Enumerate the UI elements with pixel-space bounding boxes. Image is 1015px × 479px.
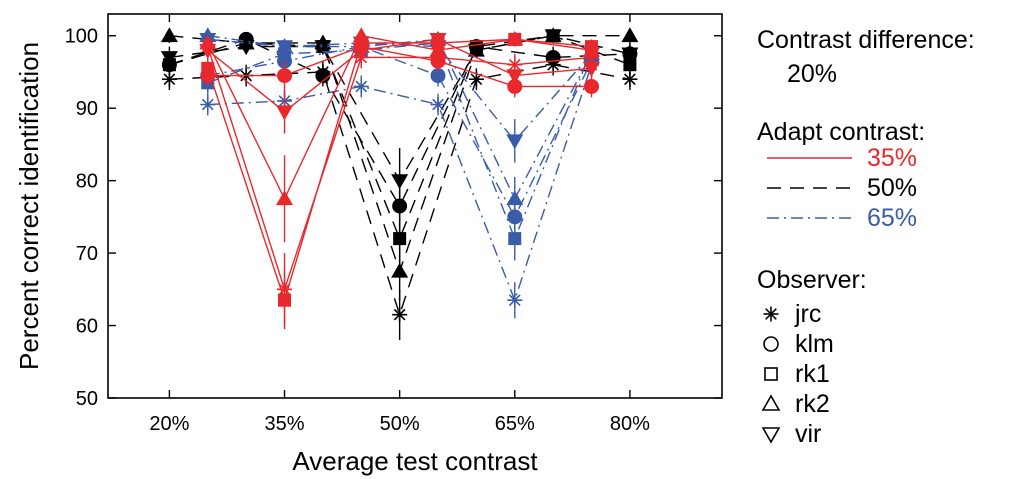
series-line — [207, 45, 592, 88]
legend-contrast-difference-title: Contrast difference: — [757, 26, 975, 54]
legend-adapt-label-2: 65% — [867, 204, 917, 232]
data-point-rk2 — [506, 30, 524, 46]
legend-adapt-label-1: 50% — [867, 174, 917, 202]
legend-observer-title: Observer: — [757, 266, 867, 294]
asterisk-stroke — [355, 80, 368, 93]
series-line — [207, 46, 592, 292]
data-point-klm — [545, 49, 561, 65]
data-point-jrc — [353, 78, 369, 94]
legend-adapt-label-0: 35% — [867, 144, 917, 172]
data-point-rk2 — [391, 262, 409, 278]
asterisk-stroke — [765, 308, 777, 320]
series-line — [207, 34, 592, 201]
x-tick-label: 50% — [380, 413, 420, 435]
data-point-vir — [506, 69, 524, 85]
data-point-klm — [430, 68, 446, 84]
asterisk-stroke — [163, 73, 176, 86]
data-point-vir — [352, 43, 370, 59]
data-point-vir — [467, 43, 485, 59]
data-point-rk1 — [201, 61, 215, 75]
data-point-rk1 — [508, 232, 522, 246]
legend-observer-label-1: klm — [795, 330, 834, 358]
series-35-rk2 — [199, 27, 601, 243]
x-axis-title: Average test contrast — [292, 446, 538, 476]
data-point-jrc — [200, 97, 216, 113]
data-point-rk2 — [429, 41, 447, 57]
data-point-klm — [584, 78, 600, 94]
data-point-vir — [276, 105, 294, 121]
data-point-jrc — [392, 307, 408, 323]
data-point-rk1 — [278, 293, 292, 307]
data-point-klm — [430, 53, 446, 69]
x-tick-label: 80% — [610, 413, 650, 435]
y-tick-label: 60 — [76, 316, 98, 338]
y-tick-label: 80 — [76, 171, 98, 193]
series-35-vir — [199, 32, 601, 134]
y-tick-label: 70 — [76, 243, 98, 265]
data-point-vir — [391, 174, 409, 190]
legend-adapt-title: Adapt contrast: — [757, 118, 925, 146]
legend-marker-jrc — [763, 306, 779, 322]
data-point-vir — [199, 43, 217, 59]
data-point-rk2 — [160, 27, 178, 43]
x-tick-label: 20% — [149, 413, 189, 435]
y-axis-title: Percent correct identification — [14, 42, 44, 370]
legend-marker-vir — [761, 427, 781, 444]
data-point-rk2 — [352, 27, 370, 43]
data-point-vir — [429, 32, 447, 48]
legend-observer-label-0: jrc — [794, 300, 821, 328]
y-tick-label: 100 — [65, 26, 98, 48]
legend: Contrast difference: 20% Adapt contrast:35… — [757, 26, 975, 448]
data-point-rk1 — [393, 232, 407, 246]
series-line — [207, 42, 593, 241]
data-point-vir — [314, 40, 332, 56]
asterisk-stroke — [432, 98, 444, 111]
asterisk-stroke — [201, 98, 214, 111]
data-point-klm — [277, 68, 293, 84]
data-point-jrc — [507, 292, 523, 308]
data-point-rk2 — [583, 41, 601, 57]
legend-marker-klm — [763, 336, 779, 352]
legend-observer-label-2: rk1 — [795, 360, 830, 388]
legend-observer-label-3: rk2 — [795, 390, 830, 418]
asterisk-stroke — [508, 294, 521, 307]
legend-observer-label-4: vir — [795, 420, 821, 448]
series-line — [207, 45, 593, 219]
data-point-jrc — [430, 97, 446, 113]
data-point-klm — [315, 68, 331, 84]
plot-frame — [107, 13, 723, 399]
legend-marker-rk1 — [764, 367, 778, 381]
series-line — [207, 64, 593, 303]
data-point-rk2 — [621, 27, 639, 43]
data-point-vir — [276, 40, 294, 56]
y-tick-label: 90 — [76, 98, 98, 120]
axes-layer: 50 60 70 80 90 100 20% 35% 50% 65% 80% — [65, 14, 722, 435]
data-point-vir — [583, 61, 601, 77]
legend-marker-rk2 — [761, 394, 781, 411]
x-tick-label: 65% — [495, 413, 535, 435]
series-line — [207, 38, 592, 113]
y-tick-label: 50 — [76, 388, 98, 410]
asterisk-stroke — [393, 308, 406, 321]
data-point-rk2 — [276, 190, 294, 206]
asterisk-stroke — [624, 73, 636, 86]
data-point-vir — [160, 51, 178, 66]
series-layer — [160, 27, 639, 341]
legend-contrast-difference-value: 20% — [787, 60, 837, 88]
x-tick-label: 35% — [265, 413, 305, 435]
data-point-rk2 — [506, 190, 524, 206]
data-point-vir — [544, 29, 562, 45]
data-point-vir — [621, 47, 639, 63]
data-point-vir — [506, 134, 524, 150]
